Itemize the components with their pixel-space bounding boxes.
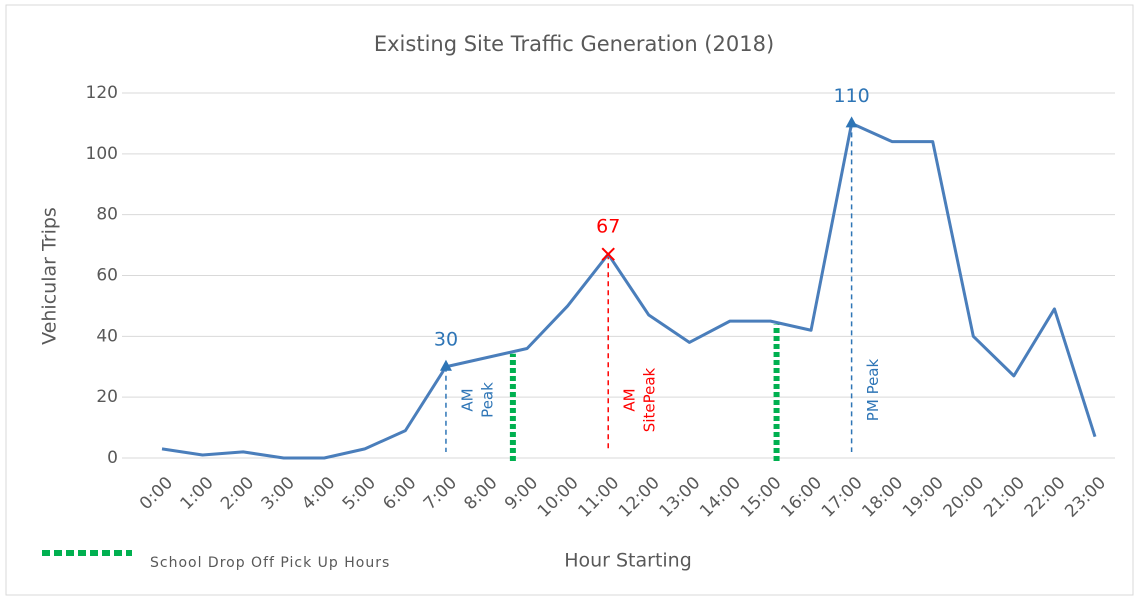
- peak-marker: [439, 359, 452, 371]
- y-tick-label: 120: [86, 83, 118, 103]
- y-tick-label: 20: [96, 387, 118, 407]
- x-axis-label: Hour Starting: [564, 550, 692, 572]
- y-axis-label: Vehicular Trips: [39, 207, 61, 345]
- series-line: [161, 121, 1097, 460]
- legend-label: School Drop Off Pick Up Hours: [150, 555, 390, 571]
- peak-marker: [601, 247, 615, 261]
- y-tick-label: 100: [86, 144, 118, 164]
- peak-label: AM: [458, 388, 476, 411]
- peak-label: SitePeak: [641, 367, 659, 432]
- chart-frame: [5, 4, 1134, 596]
- chart-title: Existing Site Traffic Generation (2018): [374, 32, 774, 56]
- peak-label: Peak: [478, 382, 496, 418]
- data-label: 67: [596, 216, 620, 238]
- y-tick-label: 60: [96, 266, 118, 286]
- peak-marker: [845, 116, 858, 128]
- y-tick-label: 0: [107, 448, 118, 468]
- y-tick-label: 40: [96, 326, 118, 346]
- data-label: 110: [833, 85, 869, 107]
- y-tick-label: 80: [96, 205, 118, 225]
- data-label: 30: [434, 328, 458, 350]
- peak-label: AM: [621, 388, 639, 411]
- peak-label: PM Peak: [864, 359, 882, 422]
